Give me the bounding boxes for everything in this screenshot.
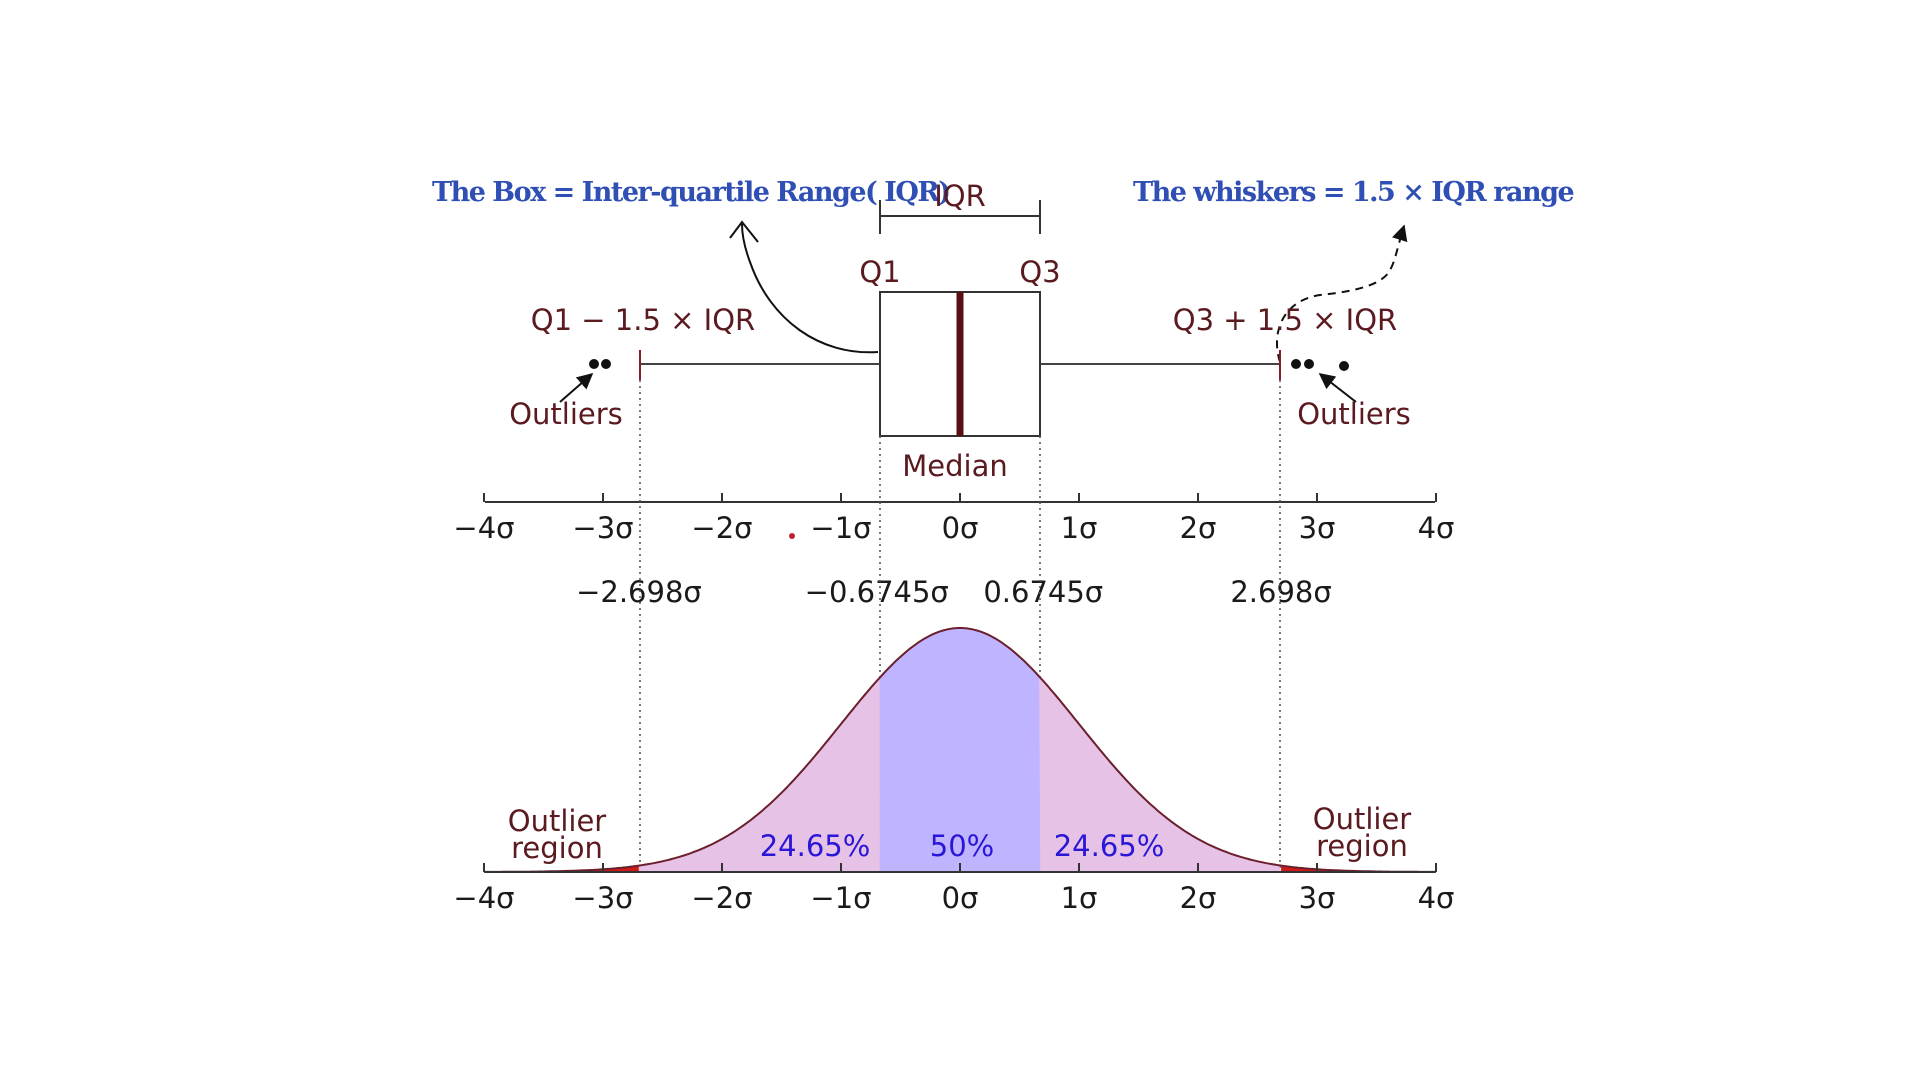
iqr-bracket bbox=[879, 200, 1041, 234]
outliers-right-arrow bbox=[1318, 373, 1357, 403]
outlier-region-right-line2: region bbox=[1316, 829, 1408, 863]
upper-axis-tick-label: −4σ bbox=[453, 511, 514, 545]
upper-axis-tick-label: −2σ bbox=[691, 511, 752, 545]
outliers-right-label: Outliers bbox=[1297, 397, 1411, 431]
q1-label: Q1 bbox=[859, 255, 900, 289]
upper-axis-tick-label: 2σ bbox=[1180, 511, 1217, 545]
outliers-left-label: Outliers bbox=[509, 397, 623, 431]
iqr-label: IQR bbox=[934, 179, 986, 213]
boundary-label: −0.6745σ bbox=[805, 575, 949, 609]
outliers-left bbox=[589, 359, 611, 369]
upper-axis-tick-label: 1σ bbox=[1061, 511, 1098, 545]
upper-axis-tick-label: 0σ bbox=[942, 511, 979, 545]
upper-axis-tick-label: −1σ bbox=[810, 511, 871, 545]
lower-axis-tick-label: −2σ bbox=[691, 881, 752, 915]
boundary-label: −2.698σ bbox=[576, 575, 702, 609]
upper-axis-ticks: −4σ −3σ −2σ −1σ 0σ 1σ 2σ 3σ 4σ bbox=[453, 493, 1454, 545]
outlier-region-left-line2: region bbox=[511, 831, 603, 865]
median-label: Median bbox=[902, 449, 1007, 483]
upper-axis-tick-label: 4σ bbox=[1418, 511, 1455, 545]
box-annotation-arrow bbox=[741, 223, 879, 354]
outlier-point bbox=[589, 359, 599, 369]
outliers-left-arrow bbox=[559, 372, 594, 403]
outliers-right bbox=[1291, 359, 1349, 371]
lower-axis-tick-label: −4σ bbox=[453, 881, 514, 915]
lower-axis-tick-label: 0σ bbox=[942, 881, 979, 915]
outlier-point bbox=[1339, 361, 1349, 371]
upper-axis-tick-label: 3σ bbox=[1299, 511, 1336, 545]
boundary-label: 0.6745σ bbox=[983, 575, 1103, 609]
whisker-annotation: The whiskers = 1.5 × IQR range bbox=[1133, 177, 1573, 208]
density-fill-iqr bbox=[879, 628, 1041, 872]
boundary-labels: −2.698σ −0.6745σ 0.6745σ 2.698σ bbox=[576, 575, 1332, 609]
q3-label: Q3 bbox=[1019, 255, 1060, 289]
boundary-label: 2.698σ bbox=[1230, 575, 1331, 609]
box-annotation-arrowhead bbox=[729, 220, 759, 243]
lower-whisker-label: Q1 − 1.5 × IQR bbox=[531, 303, 755, 337]
lower-axis-tick-label: 3σ bbox=[1299, 881, 1336, 915]
lower-axis-tick-label: 1σ bbox=[1061, 881, 1098, 915]
upper-whisker-label: Q3 + 1.5 × IQR bbox=[1173, 303, 1397, 337]
upper-axis-tick-label: −3σ bbox=[572, 511, 633, 545]
outlier-region-right-line1: Outlier bbox=[1313, 802, 1412, 836]
percent-right: 24.65% bbox=[1054, 829, 1165, 863]
outlier-point bbox=[1291, 359, 1301, 369]
lower-axis-tick-label: 2σ bbox=[1180, 881, 1217, 915]
lower-axis-tick-label: 4σ bbox=[1418, 881, 1455, 915]
percent-center: 50% bbox=[930, 829, 994, 863]
lower-axis-ticks: −4σ −3σ −2σ −1σ 0σ 1σ 2σ 3σ 4σ bbox=[453, 863, 1454, 915]
lower-axis-tick-label: −1σ bbox=[810, 881, 871, 915]
outlier-region-left-line1: Outlier bbox=[508, 804, 607, 838]
normal-curve bbox=[484, 627, 1436, 873]
percent-left: 24.65% bbox=[760, 829, 871, 863]
outlier-point bbox=[1304, 359, 1314, 369]
outlier-point bbox=[601, 359, 611, 369]
stray-dot bbox=[789, 533, 795, 539]
lower-axis-tick-label: −3σ bbox=[572, 881, 633, 915]
whisker-annotation-arrow bbox=[1275, 224, 1408, 363]
box-annotation: The Box = Inter-quartile Range( IQR) bbox=[432, 177, 950, 208]
